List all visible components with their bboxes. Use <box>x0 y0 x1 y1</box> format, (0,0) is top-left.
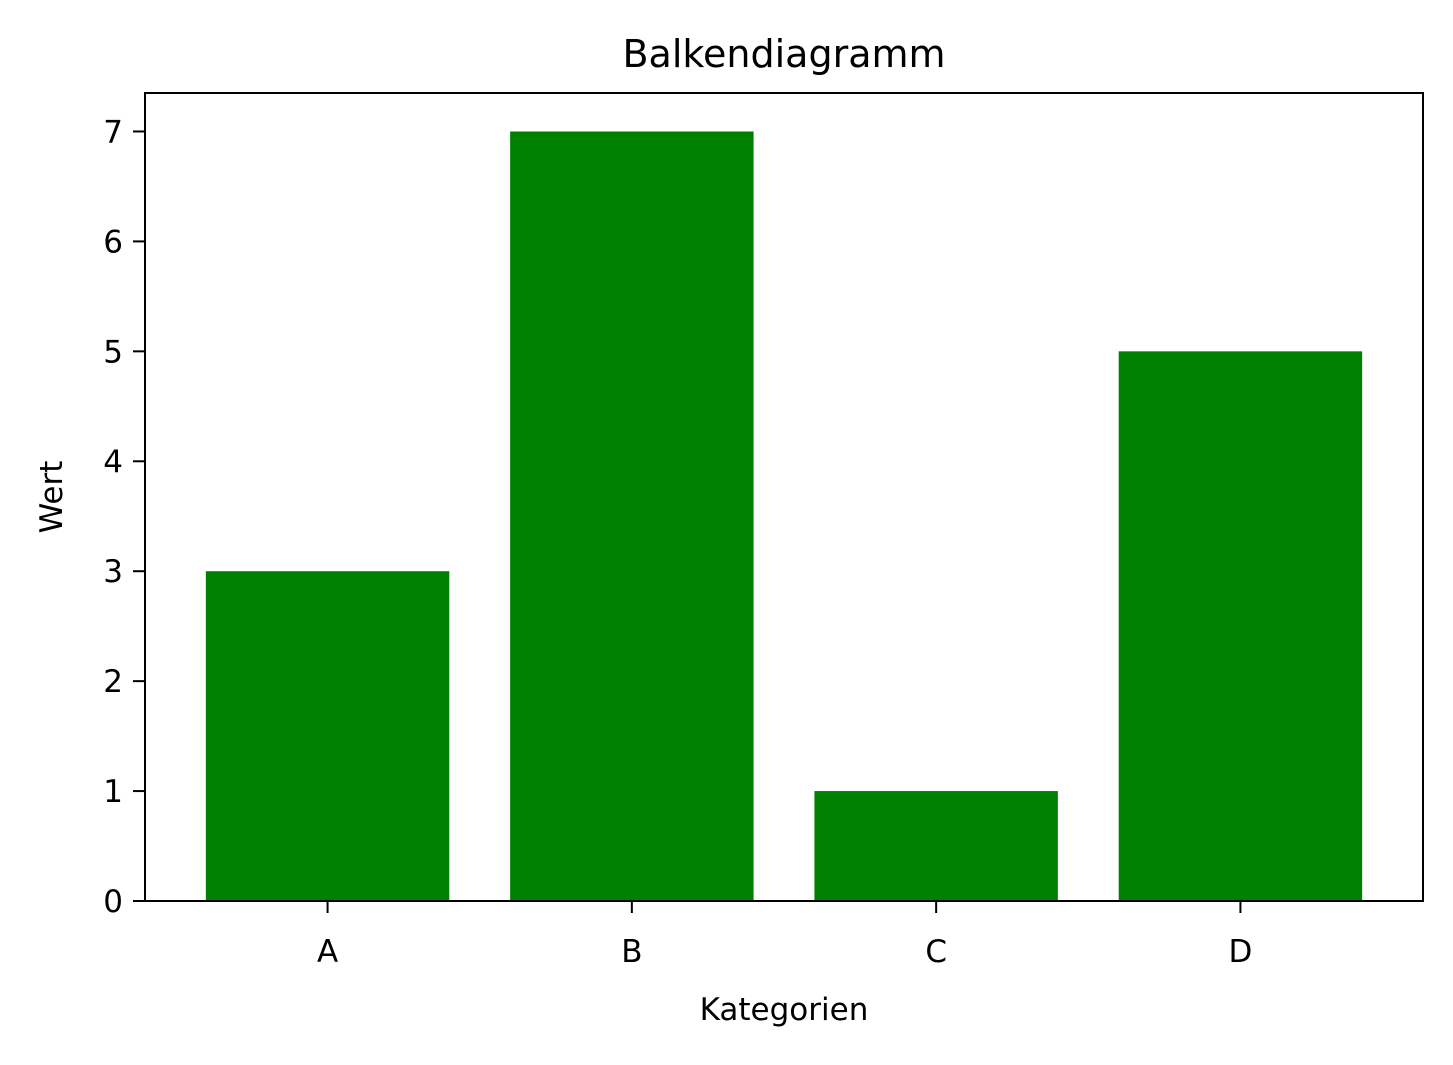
y-tick-label-2: 2 <box>103 664 123 700</box>
y-axis-label: Wert <box>34 461 70 534</box>
chart-title: Balkendiagramm <box>622 32 945 76</box>
x-tick-label-C: C <box>925 934 947 970</box>
y-axis-ticks: 0 1 2 3 4 5 6 7 <box>103 114 145 920</box>
x-tick-label-D: D <box>1228 934 1252 970</box>
y-tick-label-4: 4 <box>103 444 123 480</box>
x-tick-label-B: B <box>621 934 642 970</box>
plot-frame <box>144 92 1424 902</box>
y-tick-label-5: 5 <box>103 334 123 370</box>
y-tick-label-7: 7 <box>103 114 123 150</box>
y-tick-label-6: 6 <box>103 224 123 260</box>
bar-B <box>510 131 754 901</box>
bar-C <box>814 791 1058 901</box>
y-tick-label-3: 3 <box>103 554 123 590</box>
x-tick-label-A: A <box>317 934 338 970</box>
x-axis-ticks: A B C D <box>317 901 1252 970</box>
y-tick-label-0: 0 <box>103 884 123 920</box>
bars-layer <box>205 131 1363 901</box>
bar-D <box>1118 351 1363 901</box>
bar-A <box>205 571 450 901</box>
x-axis-label: Kategorien <box>700 992 869 1028</box>
y-tick-label-1: 1 <box>103 774 123 810</box>
